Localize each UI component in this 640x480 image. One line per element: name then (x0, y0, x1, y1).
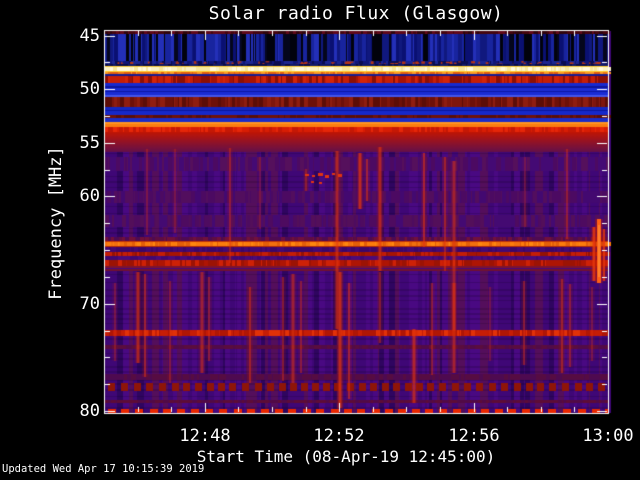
updated-timestamp: Updated Wed Apr 17 10:15:39 2019 (2, 463, 205, 475)
y-tick-label: 60 (79, 186, 100, 206)
y-tick-label: 55 (79, 133, 100, 153)
y-tick-label: 70 (79, 294, 100, 314)
page-title: Solar radio Flux (Glasgow) (208, 3, 504, 24)
y-tick-label: 80 (79, 401, 100, 421)
y-axis-label: Frequency [MHz] (46, 146, 66, 300)
x-tick-label: 12:52 (313, 426, 365, 446)
y-tick-label: 45 (79, 26, 100, 46)
x-tick-label: 13:00 (582, 426, 634, 446)
y-tick-label: 50 (79, 79, 100, 99)
x-axis-label: Start Time (08-Apr-19 12:45:00) (196, 447, 496, 466)
x-tick-label: 12:56 (448, 426, 500, 446)
x-tick-label: 12:48 (179, 426, 231, 446)
